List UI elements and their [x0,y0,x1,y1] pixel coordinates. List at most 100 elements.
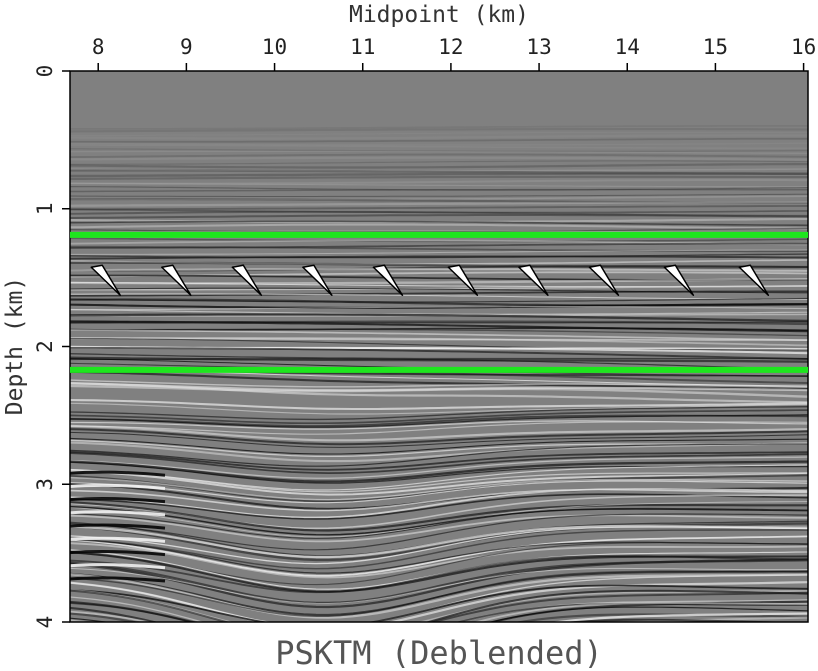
x-tick-label: 12 [438,35,463,59]
reflector-event [70,602,808,622]
x-tick-label: 8 [92,35,105,59]
reflector-event [70,443,808,467]
reflector-event [70,337,808,342]
seismic-image [70,71,808,622]
reflector-event [70,460,808,483]
reflector-event [70,313,808,323]
reflector-event [70,452,808,474]
reflector-event [70,470,166,477]
y-tick-label: 1 [33,202,57,215]
reflector-event [70,549,166,557]
y-tick-label: 2 [33,340,57,353]
reflector-event [70,182,808,188]
reflector-event [70,153,808,159]
seismic-reflectors [70,125,808,622]
reflector-event [70,144,808,149]
reflector-event [70,268,808,272]
reflector-event [70,563,166,570]
reflector-event [70,137,808,143]
y-tick-label: 3 [33,478,57,491]
reflector-event [70,431,808,448]
reflector-event [70,589,808,622]
x-tick-label: 10 [262,35,287,59]
reflector-event [70,290,808,297]
reflector-event [70,259,808,265]
reflector-event [70,358,808,370]
reflector-event [70,382,808,404]
reflector-event [70,142,808,146]
x-tick-label: 13 [526,35,551,59]
reflector-event [70,328,808,337]
x-tick-label: 14 [615,35,640,59]
arrow-marker [231,264,263,297]
reflector-event [70,456,808,479]
reflector-event [70,536,166,543]
reflector-event [70,406,808,421]
reflector-event [70,237,808,243]
reflector-event [70,581,808,622]
reflector-event [70,524,808,559]
y-axis-label: Depth (km) [2,277,28,415]
reflector-event [70,160,808,165]
reflector-event [70,514,808,543]
reflector-event [70,227,808,233]
arrow-marker [90,264,122,297]
reflector-event [70,538,808,574]
reflector-event [70,249,808,255]
arrow-marker [738,264,770,297]
arrow-marker [518,264,549,297]
reflector-event [70,567,808,605]
reflector-event [70,450,808,471]
reflector-event [70,242,808,249]
reflector-event [70,497,166,504]
reflector-event [70,570,808,618]
reflector-event [70,197,808,205]
reflector-event [70,169,808,175]
reflector-event [70,379,808,388]
reflector-event [70,128,808,133]
reflector-event [70,163,808,169]
reflector-event [70,125,808,130]
reflector-event [70,576,166,583]
reflector-event [70,402,808,415]
reflector-event [70,409,808,425]
reflector-event [70,414,808,427]
reflector-event [70,172,808,178]
reflector-event [70,214,808,219]
arrow-marker [447,264,479,297]
arrow-markers [90,264,770,297]
reflector-event [70,223,808,230]
reflector-event [70,255,808,260]
reflector-event [70,483,166,490]
x-tick-label: 11 [350,35,375,59]
reflector-event [70,468,808,493]
reflector-event [70,220,808,227]
reflector-event [70,441,808,463]
reflector-event [564,618,796,622]
reflector-event [70,329,808,341]
reflector-event [70,261,808,269]
reflector-event [70,337,808,347]
reflector-event [70,186,808,191]
horizon-lines [70,231,808,373]
reflector-event [70,501,808,532]
reflector-event [70,175,808,180]
reflector-event [70,308,808,315]
reflector-event [70,428,808,446]
reflector-event [70,476,808,501]
reflector-event [70,398,808,411]
x-tick-label: 9 [180,35,193,59]
arrow-marker [302,264,333,297]
reflector-event [70,612,808,622]
x-axis-ticks: 8 9 10 11 12 13 14 15 16 [92,35,816,71]
reflector-event [70,204,808,211]
reflector-event [70,303,808,309]
reflector-event [70,134,808,140]
reflector-event [70,337,808,351]
reflector-event [70,293,808,300]
reflector-event [70,507,808,539]
reflector-event [70,148,808,153]
reflector-event [70,584,808,622]
reflector-event [70,480,808,504]
reflector-event [70,542,808,579]
